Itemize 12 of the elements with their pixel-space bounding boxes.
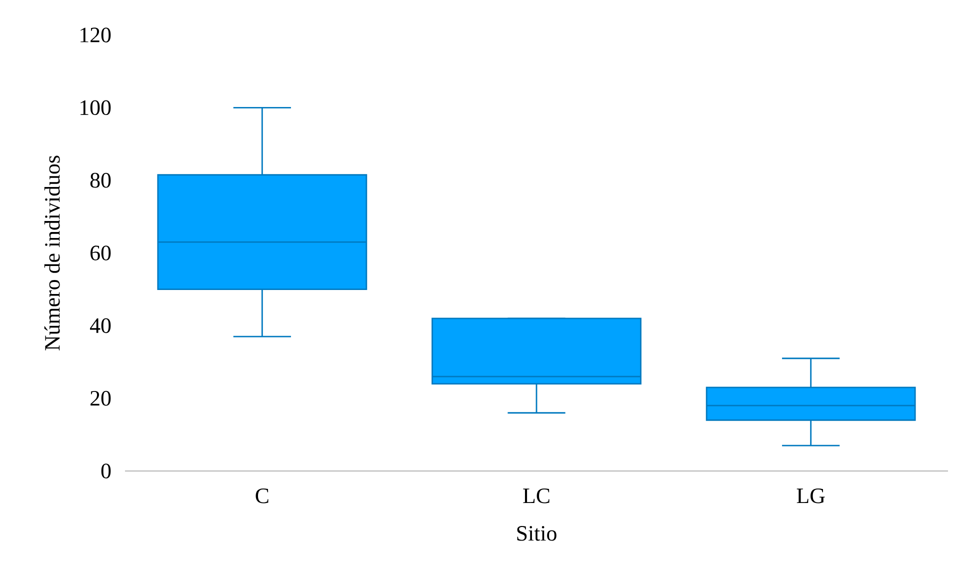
y-tick-label: 0	[101, 464, 111, 478]
y-tick-label: 100	[80, 100, 111, 116]
x-tick-label: LC	[523, 488, 550, 504]
x-tick-label: LG	[796, 488, 825, 504]
x-axis-title: Sitio	[517, 526, 556, 541]
y-tick-label: 40	[90, 318, 111, 334]
y-tick-label: 60	[90, 246, 111, 260]
x-tick-label: C	[256, 488, 268, 504]
y-tick-label: 80	[90, 172, 111, 188]
y-tick-label: 20	[90, 390, 111, 406]
y-tick-label: 120	[80, 28, 111, 42]
y-axis-title: Número de individuos	[44, 156, 60, 350]
